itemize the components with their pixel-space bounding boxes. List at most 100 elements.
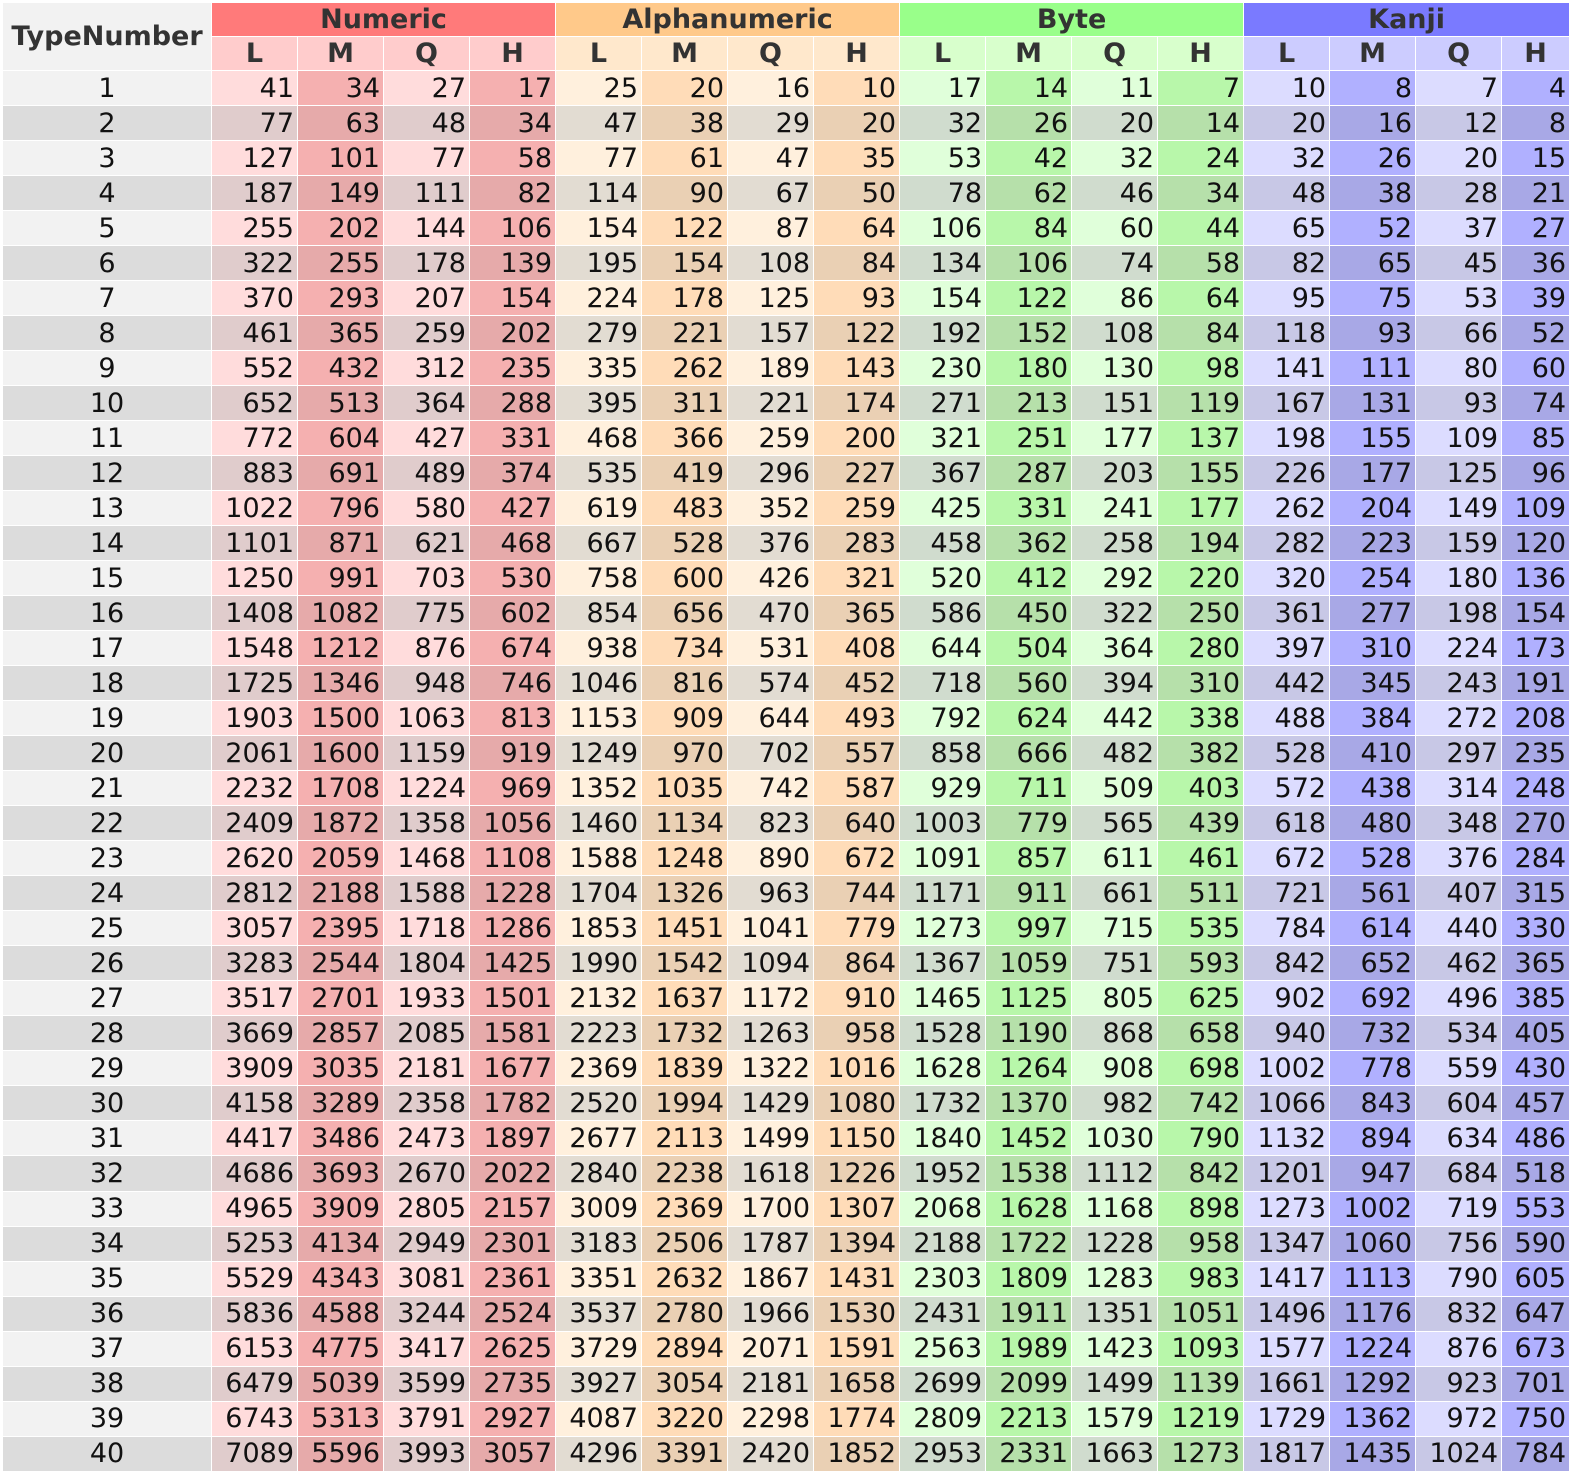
capacity-cell: 80 [1415, 350, 1503, 387]
capacity-cell: 427 [468, 490, 557, 527]
capacity-cell: 292 [1071, 560, 1159, 597]
capacity-cell: 1228 [1071, 1225, 1159, 1262]
capacity-cell: 843 [1329, 1085, 1417, 1122]
type-number-cell: 24 [2, 875, 212, 912]
capacity-cell: 93 [813, 280, 901, 317]
capacity-cell: 1817 [1243, 1435, 1331, 1473]
capacity-cell: 530 [468, 560, 557, 597]
capacity-cell: 271 [899, 385, 987, 422]
capacity-cell: 458 [899, 525, 987, 562]
capacity-cell: 1425 [468, 945, 557, 982]
capacity-cell: 270 [1501, 805, 1569, 842]
capacity-cell: 511 [1157, 875, 1245, 912]
capacity-cell: 1322 [727, 1050, 815, 1087]
table-row: 11 772 604 427 331 468 366 259 200 321 251 177 137 19… [2, 420, 1569, 457]
capacity-cell: 320 [1243, 560, 1331, 597]
capacity-cell: 74 [1501, 385, 1569, 422]
capacity-cell: 394 [1071, 665, 1159, 702]
capacity-cell: 1804 [383, 945, 470, 982]
table-row: 36 5836 4588 3244 2524 3537 2780 1966 1530 2431 19… [2, 1295, 1569, 1332]
capacity-cell: 27 [383, 69, 470, 107]
capacity-cell: 1423 [1071, 1330, 1159, 1367]
capacity-cell: 312 [383, 350, 470, 387]
capacity-cell: 1093 [1157, 1330, 1245, 1367]
capacity-cell: 1016 [813, 1050, 901, 1087]
capacity-cell: 2857 [297, 1015, 384, 1052]
capacity-cell: 1003 [899, 805, 987, 842]
capacity-cell: 813 [468, 700, 557, 737]
capacity-cell: 50 [813, 175, 901, 212]
table-row: 33 4965 3909 2805 2157 3009 2369 1700 1307 2068 16… [2, 1190, 1569, 1227]
capacity-cell: 461 [211, 315, 298, 352]
capacity-cell: 1839 [641, 1050, 729, 1087]
capacity-cell: 322 [1071, 595, 1159, 632]
capacity-cell: 60 [1071, 210, 1159, 247]
capacity-cell: 692 [1329, 980, 1417, 1017]
capacity-cell: 38 [1329, 175, 1417, 212]
capacity-cell: 192 [899, 315, 987, 352]
capacity-cell: 644 [727, 700, 815, 737]
type-number-cell: 35 [2, 1260, 212, 1297]
table-row: 12 883 691 489 374 535 419 296 227 367 287 203 155 22… [2, 455, 1569, 492]
capacity-cell: 784 [1243, 910, 1331, 947]
capacity-cell: 382 [1157, 735, 1245, 772]
capacity-cell: 109 [1501, 490, 1569, 527]
capacity-cell: 277 [1329, 595, 1417, 632]
capacity-cell: 108 [727, 245, 815, 282]
capacity-cell: 144 [383, 210, 470, 247]
capacity-cell: 36 [1501, 245, 1569, 282]
capacity-cell: 310 [1329, 630, 1417, 667]
table-row: 18 1725 1346 948 746 1046 816 574 452 718 560 394 31… [2, 665, 1569, 702]
capacity-cell: 864 [813, 945, 901, 982]
capacity-cell: 61 [641, 140, 729, 177]
capacity-cell: 177 [1071, 420, 1159, 457]
table-row: 31 4417 3486 2473 1897 2677 2113 1499 1150 1840 14… [2, 1120, 1569, 1157]
capacity-cell: 321 [813, 560, 901, 597]
capacity-cell: 580 [383, 490, 470, 527]
capacity-cell: 2071 [727, 1330, 815, 1367]
capacity-cell: 2361 [468, 1260, 557, 1297]
table-row: 30 4158 3289 2358 1782 2520 1994 1429 1080 1732 13… [2, 1085, 1569, 1122]
capacity-cell: 385 [1501, 980, 1569, 1017]
capacity-cell: 2524 [468, 1295, 557, 1332]
capacity-cell: 1500 [297, 700, 384, 737]
capacity-cell: 1283 [1071, 1260, 1159, 1297]
capacity-cell: 1362 [1329, 1400, 1417, 1437]
capacity-cell: 528 [1329, 840, 1417, 877]
capacity-cell: 1548 [211, 630, 298, 667]
capacity-cell: 775 [383, 595, 470, 632]
capacity-cell: 321 [899, 420, 987, 457]
capacity-cell: 1352 [555, 770, 643, 807]
type-number-cell: 36 [2, 1295, 212, 1332]
capacity-cell: 1250 [211, 560, 298, 597]
type-number-cell: 20 [2, 735, 212, 772]
capacity-cell: 283 [813, 525, 901, 562]
capacity-cell: 2520 [555, 1085, 643, 1122]
capacity-cell: 600 [641, 560, 729, 597]
capacity-cell: 2677 [555, 1120, 643, 1157]
capacity-cell: 395 [555, 385, 643, 422]
capacity-cell: 53 [899, 140, 987, 177]
capacity-cell: 32 [1243, 140, 1331, 177]
capacity-cell: 173 [1501, 630, 1569, 667]
capacity-cell: 177 [1157, 490, 1245, 527]
capacity-cell: 427 [383, 420, 470, 457]
capacity-cell: 177 [1329, 455, 1417, 492]
capacity-cell: 1417 [1243, 1260, 1331, 1297]
capacity-cell: 574 [727, 665, 815, 702]
capacity-cell: 565 [1071, 805, 1159, 842]
capacity-cell: 141 [1243, 350, 1331, 387]
capacity-cell: 52 [1501, 315, 1569, 352]
capacity-cell: 296 [727, 455, 815, 492]
capacity-cell: 528 [641, 525, 729, 562]
capacity-cell: 742 [727, 770, 815, 807]
capacity-cell: 2358 [383, 1085, 470, 1122]
capacity-cell: 111 [383, 175, 470, 212]
capacity-cell: 792 [899, 700, 987, 737]
capacity-cell: 742 [1157, 1085, 1245, 1122]
capacity-cell: 408 [813, 630, 901, 667]
capacity-cell: 672 [813, 840, 901, 877]
capacity-cell: 604 [1415, 1085, 1503, 1122]
capacity-cell: 1201 [1243, 1155, 1331, 1192]
capacity-cell: 254 [1329, 560, 1417, 597]
